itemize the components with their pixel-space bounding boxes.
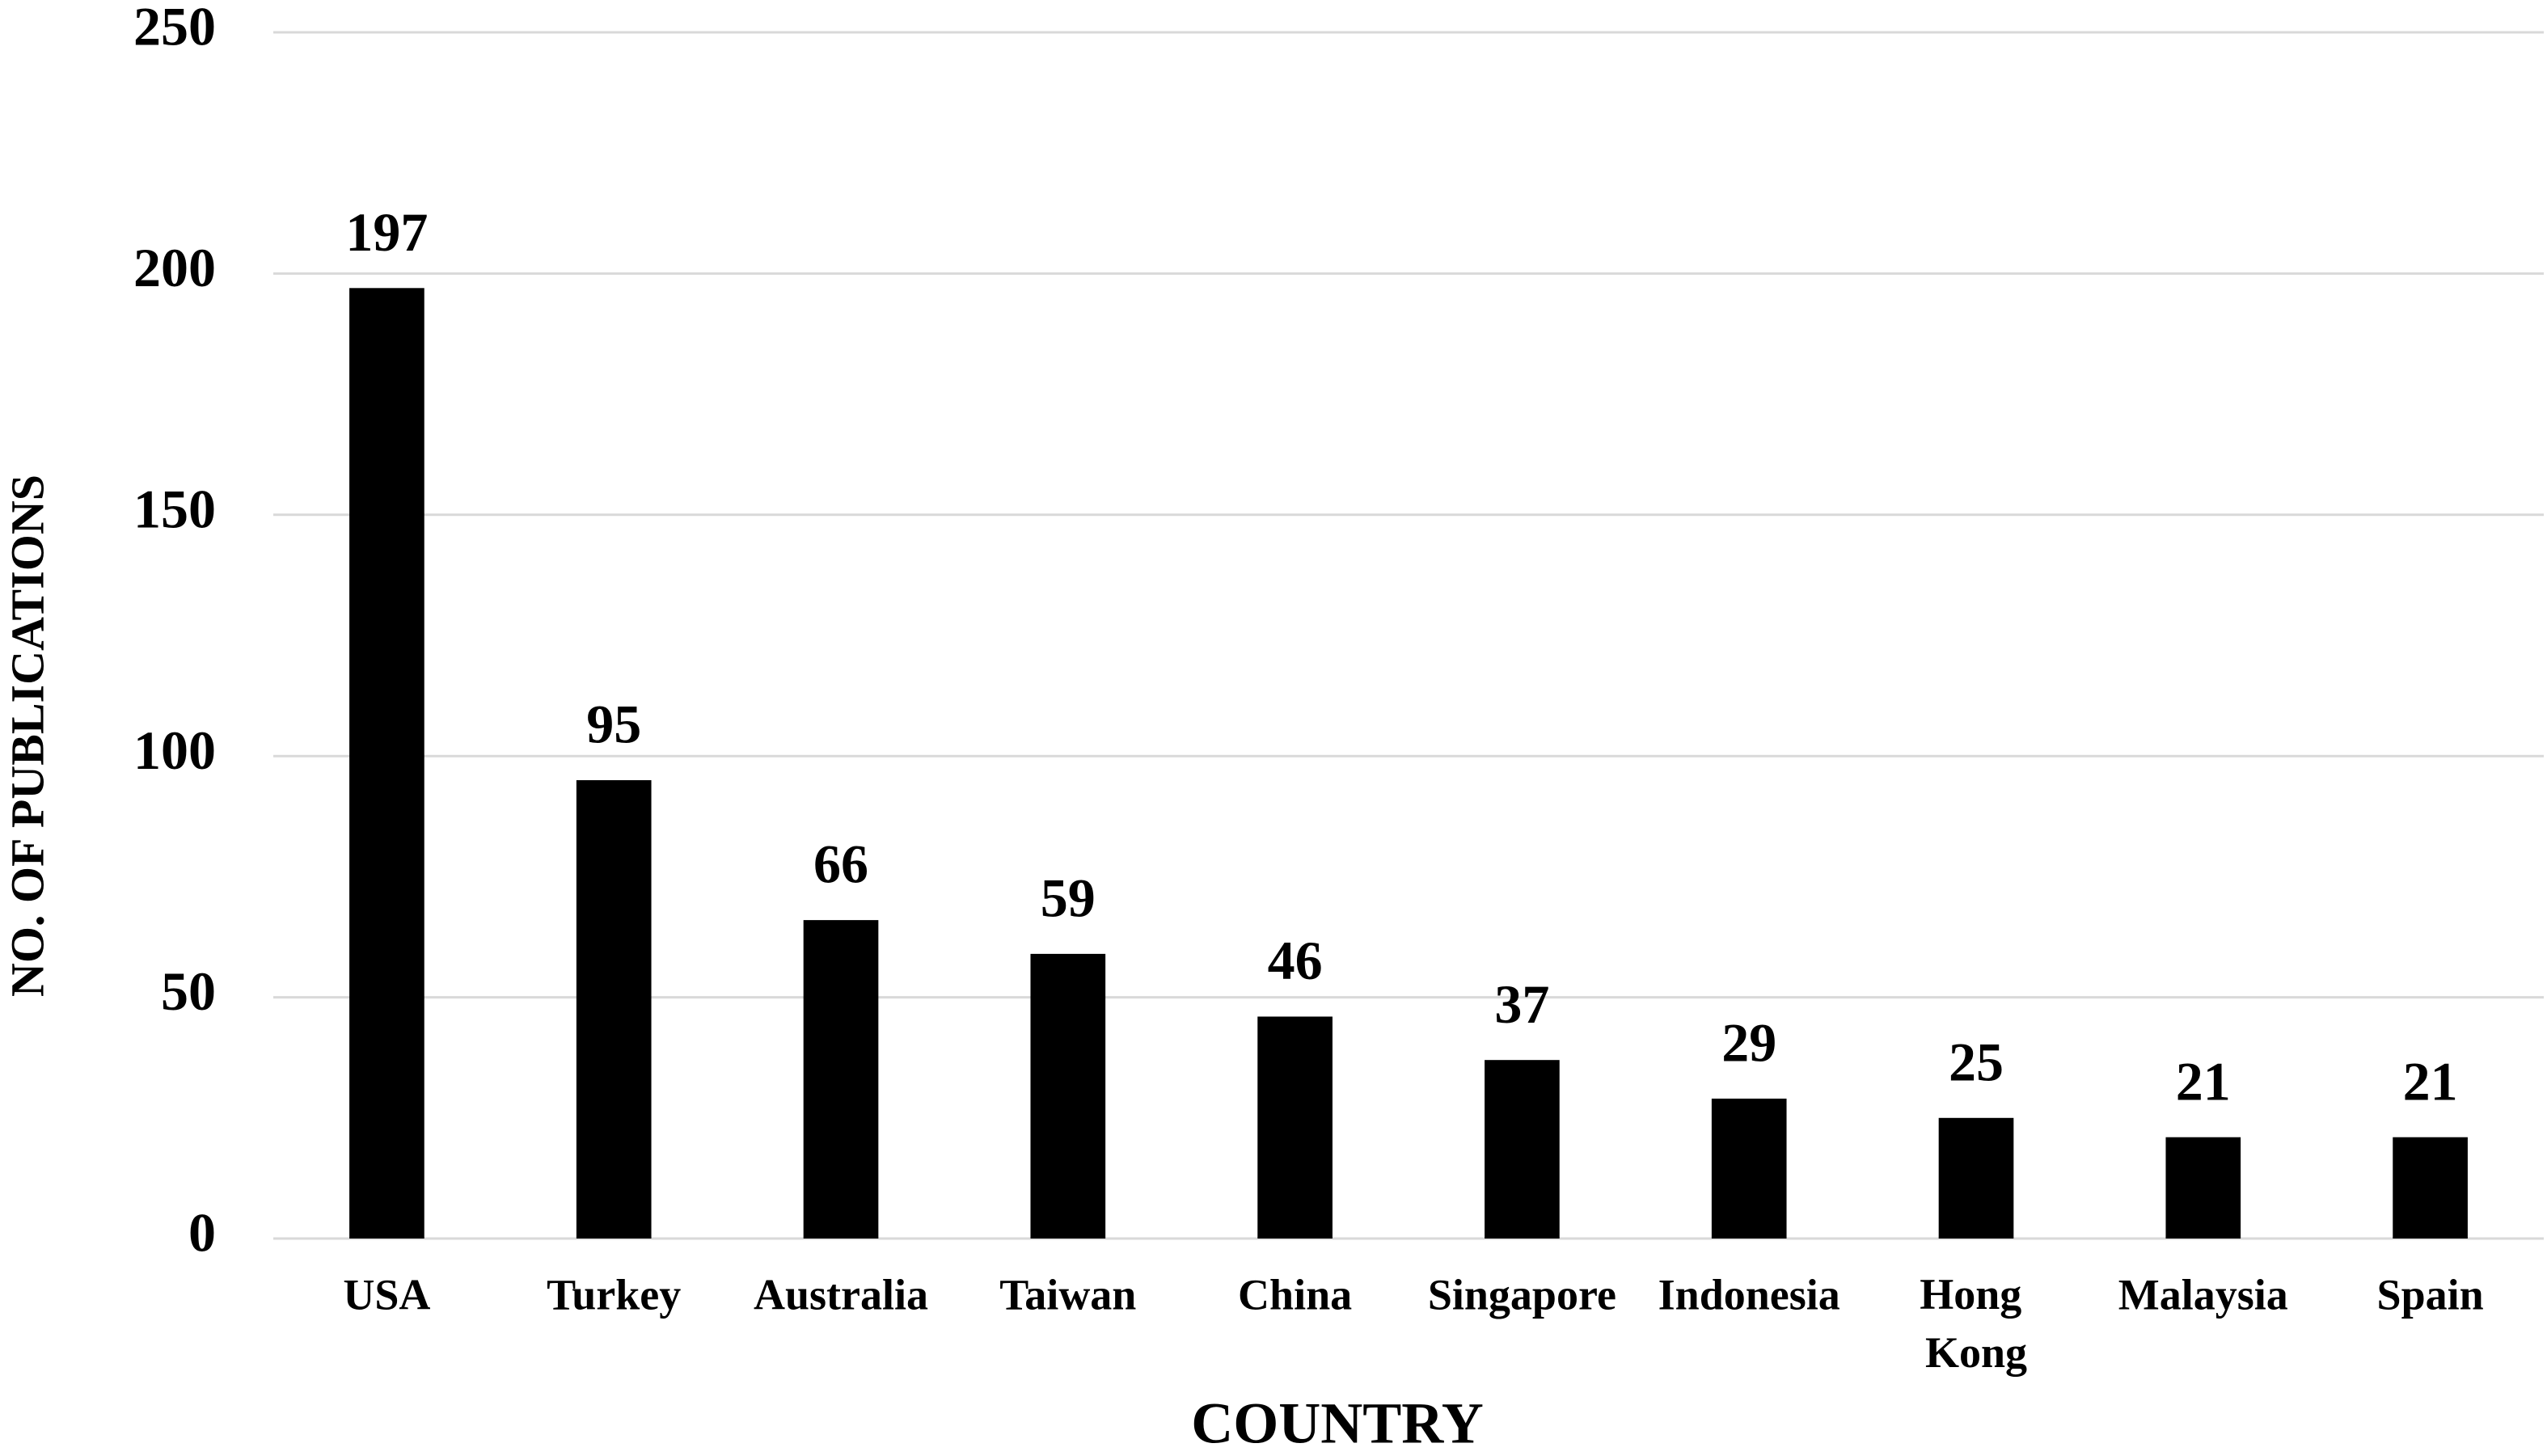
- bar: [1938, 1117, 2014, 1239]
- x-tick-label: Turkey: [547, 1270, 681, 1319]
- value-label: 21: [2403, 1050, 2458, 1112]
- bar: [2165, 1137, 2241, 1239]
- value-label: 95: [586, 694, 641, 755]
- value-label: 29: [1721, 1012, 1776, 1074]
- bar: [1257, 1016, 1333, 1239]
- bar: [576, 780, 652, 1239]
- value-label: 66: [813, 834, 868, 895]
- bar: [349, 288, 424, 1239]
- bar: [803, 920, 879, 1239]
- x-tick-label: Australia: [754, 1270, 928, 1319]
- value-label: 25: [1949, 1031, 2004, 1092]
- bar: [2393, 1137, 2468, 1239]
- x-tick-label: USA: [343, 1270, 430, 1319]
- y-axis-title: NO. OF PUBLICATIONS: [1, 475, 53, 997]
- x-tick-label: Malaysia: [2118, 1270, 2288, 1319]
- bar: [1711, 1098, 1787, 1239]
- x-axis-title: COUNTRY: [1191, 1391, 1483, 1456]
- value-label: 37: [1494, 973, 1549, 1035]
- y-tick-label: 200: [133, 237, 216, 298]
- bar: [1485, 1060, 1560, 1239]
- y-tick-label: 150: [133, 478, 216, 539]
- x-tick-label: Hong Kong: [1920, 1270, 2033, 1377]
- x-tick-label: Taiwan: [999, 1270, 1136, 1319]
- value-label: 46: [1268, 930, 1323, 991]
- y-tick-label: 250: [133, 0, 216, 57]
- x-tick-label: Indonesia: [1658, 1270, 1840, 1319]
- bar: [1030, 953, 1106, 1239]
- y-tick-label: 100: [133, 720, 216, 781]
- value-label: 59: [1041, 867, 1096, 928]
- value-label: 21: [2176, 1050, 2231, 1112]
- value-label: 197: [345, 201, 428, 263]
- y-tick-label: 50: [161, 960, 216, 1022]
- x-tick-label: Singapore: [1428, 1270, 1616, 1319]
- y-tick-label: 0: [188, 1202, 216, 1264]
- x-tick-label: China: [1238, 1270, 1352, 1319]
- x-tick-label: Spain: [2377, 1270, 2484, 1319]
